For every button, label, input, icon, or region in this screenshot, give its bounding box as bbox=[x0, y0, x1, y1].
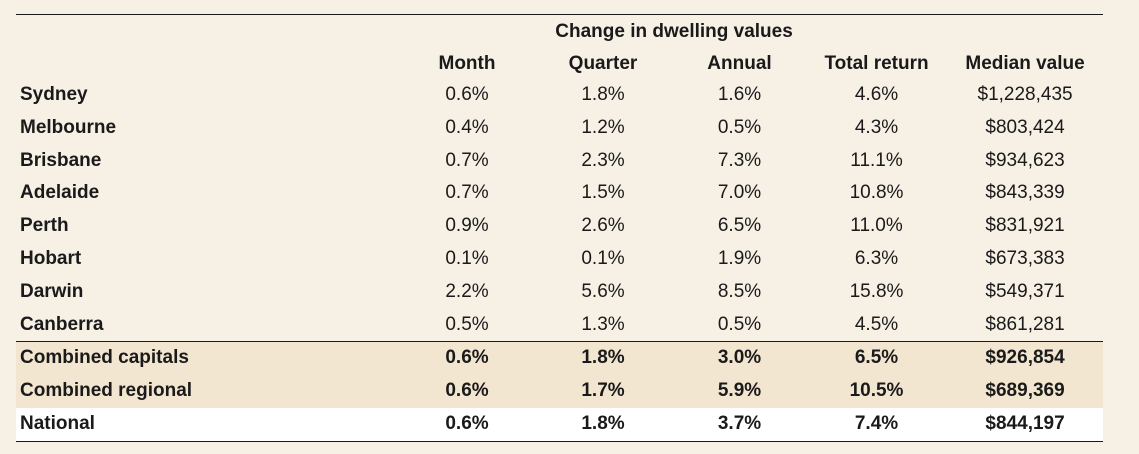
group-header-row: Change in dwelling values bbox=[16, 15, 1103, 50]
cell-annual: 1.9% bbox=[717, 247, 762, 269]
cell-quarter: 2.3% bbox=[581, 149, 625, 171]
cell-quarter: 1.7% bbox=[533, 375, 673, 408]
header-empty-cell bbox=[947, 15, 1103, 50]
cell-month: 0.7% bbox=[445, 182, 489, 204]
column-header-median-value: Median value bbox=[965, 53, 1085, 74]
row-label: Hobart bbox=[20, 247, 82, 269]
cell-total-return: 6.5% bbox=[806, 341, 948, 376]
cell-total-return: 10.8% bbox=[849, 182, 904, 204]
cell-total-return: 15.8% bbox=[849, 280, 904, 302]
national-row: National 0.6% 1.8% 3.7% 7.4% $844,197 bbox=[16, 407, 1104, 442]
row-label: Canberra bbox=[20, 313, 104, 335]
group-header-change-in-dwelling-values: Change in dwelling values bbox=[555, 21, 793, 42]
cell-total-return: 11.0% bbox=[850, 215, 903, 237]
cell-quarter: 0.1% bbox=[581, 247, 625, 269]
cell-month: 0.9% bbox=[445, 215, 489, 237]
cell-month: 0.6% bbox=[445, 84, 489, 105]
row-label: Brisbane bbox=[20, 149, 102, 171]
cell-month: 0.7% bbox=[445, 149, 489, 171]
table-row: Sydney 0.6% 1.8% 1.6% 4.6% $1,228,435 bbox=[16, 79, 1103, 112]
cell-annual: 7.0% bbox=[717, 182, 762, 204]
cell-month: 0.6% bbox=[401, 375, 533, 408]
cell-median-value: $673,383 bbox=[985, 247, 1065, 269]
cell-annual: 1.6% bbox=[717, 84, 762, 105]
cell-month: 0.1% bbox=[445, 247, 489, 269]
column-header-annual: Annual bbox=[707, 53, 772, 74]
row-label: National bbox=[16, 407, 401, 442]
cell-month: 2.2% bbox=[445, 280, 489, 302]
cell-median-value: $1,228,435 bbox=[977, 84, 1073, 105]
cell-median-value: $831,921 bbox=[985, 215, 1065, 237]
cell-quarter: 1.5% bbox=[581, 182, 625, 204]
cell-median-value: $926,854 bbox=[947, 341, 1104, 376]
cell-annual: 3.7% bbox=[673, 407, 806, 442]
cell-total-return: 6.3% bbox=[854, 247, 899, 269]
row-label: Melbourne bbox=[20, 116, 117, 138]
cell-median-value: $689,369 bbox=[947, 375, 1104, 408]
dwelling-values-table-container: Change in dwelling values Month Quarter … bbox=[16, 14, 1104, 442]
column-header-total-return: Total return bbox=[824, 53, 929, 74]
cell-quarter: 5.6% bbox=[581, 280, 625, 302]
cell-month: 0.6% bbox=[401, 341, 533, 376]
row-label: Perth bbox=[20, 215, 69, 237]
table-row: Adelaide 0.7% 1.5% 7.0% 10.8% $843,339 bbox=[16, 177, 1103, 210]
dwelling-values-table: Change in dwelling values Month Quarter … bbox=[16, 14, 1104, 442]
cell-median-value: $934,623 bbox=[985, 149, 1065, 171]
table-row: Perth 0.9% 2.6% 6.5% 11.0% $831,921 bbox=[16, 210, 1103, 243]
cell-quarter: 2.6% bbox=[581, 215, 625, 237]
row-label: Sydney bbox=[20, 84, 88, 105]
column-header-month: Month bbox=[438, 53, 496, 74]
cell-month: 0.6% bbox=[401, 407, 533, 442]
cell-median-value: $803,424 bbox=[985, 116, 1065, 138]
cell-median-value: $549,371 bbox=[985, 280, 1065, 302]
cell-median-value: $844,197 bbox=[947, 407, 1104, 442]
cell-total-return: 7.4% bbox=[806, 407, 948, 442]
cell-quarter: 1.8% bbox=[581, 84, 625, 105]
cell-annual: 6.5% bbox=[717, 215, 762, 237]
cell-total-return: 4.6% bbox=[854, 84, 899, 105]
table-body: Sydney 0.6% 1.8% 1.6% 4.6% $1,228,435 Melbourn… bbox=[16, 79, 1104, 442]
row-label: Darwin bbox=[20, 280, 84, 302]
table-row: Hobart 0.1% 0.1% 1.9% 6.3% $673,383 bbox=[16, 243, 1103, 276]
cell-annual: 3.0% bbox=[673, 341, 806, 376]
cell-annual: 7.3% bbox=[717, 149, 762, 171]
table-row: Brisbane 0.7% 2.3% 7.3% 11.1% $934,623 bbox=[16, 145, 1103, 178]
table-row: Canberra 0.5% 1.3% 0.5% 4.5% $861,281 bbox=[16, 309, 1103, 342]
cell-quarter: 1.8% bbox=[533, 407, 673, 442]
cell-median-value: $843,339 bbox=[985, 182, 1065, 204]
cell-annual: 0.5% bbox=[717, 116, 762, 138]
cell-median-value: $861,281 bbox=[985, 313, 1065, 335]
row-label: Adelaide bbox=[20, 182, 100, 204]
cell-total-return: 10.5% bbox=[806, 375, 948, 408]
column-header-quarter: Quarter bbox=[568, 53, 638, 74]
cell-annual: 0.5% bbox=[717, 313, 762, 335]
cell-annual: 8.5% bbox=[717, 280, 762, 302]
cell-quarter: 1.2% bbox=[581, 116, 625, 138]
row-label: Combined capitals bbox=[16, 341, 401, 376]
cell-total-return: 4.3% bbox=[854, 116, 899, 138]
table-row: Melbourne 0.4% 1.2% 0.5% 4.3% $803,424 bbox=[16, 112, 1103, 145]
cell-month: 0.4% bbox=[445, 116, 489, 138]
cell-total-return: 11.1% bbox=[850, 149, 903, 171]
cell-total-return: 4.5% bbox=[854, 313, 899, 335]
row-label: Combined regional bbox=[16, 375, 401, 408]
cell-annual: 5.9% bbox=[673, 375, 806, 408]
summary-row: Combined capitals 0.6% 1.8% 3.0% 6.5% $926,85… bbox=[16, 341, 1104, 376]
cell-quarter: 1.8% bbox=[533, 341, 673, 376]
cell-month: 0.5% bbox=[445, 313, 489, 335]
header-empty-cell bbox=[16, 49, 401, 79]
column-header-row: Month Quarter Annual Total return Median… bbox=[16, 49, 1103, 79]
table-row: Darwin 2.2% 5.6% 8.5% 15.8% $549,371 bbox=[16, 276, 1103, 309]
cell-quarter: 1.3% bbox=[581, 313, 625, 335]
summary-row: Combined regional 0.6% 1.7% 5.9% 10.5% $689,3… bbox=[16, 375, 1104, 408]
header-empty-cell bbox=[16, 15, 401, 50]
